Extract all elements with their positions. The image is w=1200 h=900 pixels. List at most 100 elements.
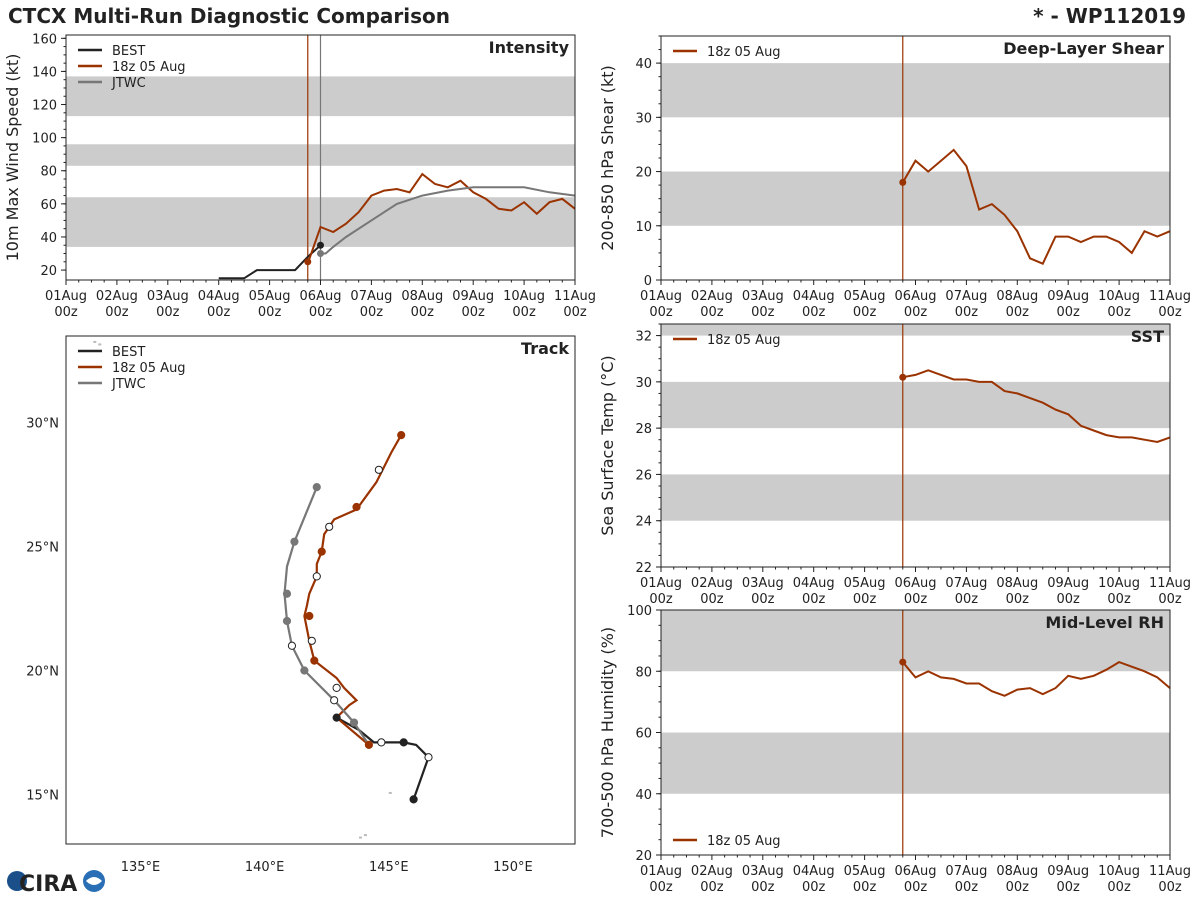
track-marker-jtwc bbox=[282, 589, 292, 598]
rh-xtick-hour: 00z bbox=[1057, 880, 1081, 895]
rh-xtick-hour: 00z bbox=[1006, 880, 1030, 895]
shear-xtick-hour: 00z bbox=[1057, 305, 1081, 320]
rh-xtick-hour: 00z bbox=[1107, 880, 1131, 895]
track-frame bbox=[65, 335, 576, 845]
rh-xtick-hour: 00z bbox=[853, 880, 877, 895]
storm-id: * - WP112019 bbox=[1033, 4, 1186, 28]
sst-xtick-label: 08Aug bbox=[996, 576, 1038, 591]
intensity-ytick-label: 140 bbox=[32, 65, 57, 80]
track-marker-run bbox=[305, 611, 314, 621]
sst-ytick-label: 24 bbox=[635, 515, 652, 530]
rh-xtick-label: 03Aug bbox=[742, 864, 784, 879]
shear-xtick-label: 03Aug bbox=[742, 289, 784, 304]
shear-xtick-hour: 00z bbox=[1006, 305, 1030, 320]
track-ytick-label: 15°N bbox=[26, 788, 59, 803]
rh-ytick-label: 60 bbox=[635, 727, 652, 742]
track-island bbox=[358, 836, 362, 839]
intensity-marker-jtwc bbox=[317, 250, 324, 258]
sst-xtick-hour: 00z bbox=[955, 592, 979, 607]
sst-xtick-hour: 00z bbox=[1057, 592, 1081, 607]
intensity-xtick-hour: 00z bbox=[462, 305, 486, 320]
shear-xtick-hour: 00z bbox=[955, 305, 979, 320]
sst-band bbox=[661, 324, 1170, 336]
track-marker-best bbox=[409, 795, 418, 804]
rh-ytick-label: 80 bbox=[635, 665, 652, 680]
track-marker-run bbox=[397, 431, 406, 440]
shear-band bbox=[661, 63, 1170, 118]
intensity-ytick-label: 40 bbox=[40, 231, 57, 246]
intensity-xtick-label: 02Aug bbox=[96, 289, 138, 304]
rh-xtick-hour: 00z bbox=[802, 880, 826, 895]
rh-series-run bbox=[902, 660, 1171, 697]
sst-xtick-hour: 00z bbox=[1006, 592, 1030, 607]
track-island bbox=[98, 343, 102, 346]
sst-ytick-label: 22 bbox=[635, 561, 652, 576]
sst-title: SST bbox=[1131, 327, 1164, 346]
shear-xtick-hour: 00z bbox=[802, 305, 826, 320]
intensity-ytick-label: 20 bbox=[40, 264, 57, 279]
track-marker-run bbox=[325, 522, 334, 531]
shear-ytick-label: 0 bbox=[644, 274, 652, 289]
sst-xtick-label: 09Aug bbox=[1047, 576, 1089, 591]
track-xtick-label: 135°E bbox=[121, 860, 161, 875]
rh-ytick-label: 40 bbox=[635, 788, 652, 803]
intensity-xtick-hour: 00z bbox=[411, 305, 435, 320]
rh-band bbox=[661, 732, 1170, 794]
legend-label-run: 18z 05 Aug bbox=[707, 333, 781, 348]
intensity-xtick-label: 05Aug bbox=[249, 289, 291, 304]
track-marker-jtwc bbox=[349, 718, 359, 727]
sst-xtick-label: 04Aug bbox=[793, 576, 835, 591]
track-marker-jtwc bbox=[312, 483, 321, 492]
intensity-xtick-hour: 00z bbox=[309, 305, 333, 320]
track-island bbox=[363, 834, 367, 837]
track-marker-run bbox=[352, 502, 361, 512]
cira-logo-globe-icon bbox=[7, 871, 27, 891]
cira-logo: CIRA bbox=[7, 870, 105, 896]
shear-xtick-label: 11Aug bbox=[1149, 289, 1191, 304]
intensity-marker-best bbox=[317, 241, 324, 249]
track-title: Track bbox=[521, 339, 569, 358]
shear-band bbox=[661, 171, 1170, 226]
track-marker-best bbox=[424, 753, 433, 762]
rh-xtick-hour: 00z bbox=[955, 880, 979, 895]
intensity-xtick-hour: 00z bbox=[563, 305, 587, 320]
sst-xtick-hour: 00z bbox=[853, 592, 877, 607]
intensity-xtick-label: 08Aug bbox=[401, 289, 443, 304]
track-marker-run bbox=[312, 572, 321, 581]
shear-xtick-hour: 00z bbox=[853, 305, 877, 320]
intensity-xtick-label: 03Aug bbox=[147, 289, 189, 304]
shear-xtick-label: 06Aug bbox=[895, 289, 937, 304]
rh-ytick-label: 100 bbox=[627, 604, 652, 619]
sst-xtick-label: 07Aug bbox=[945, 576, 987, 591]
track-marker-best bbox=[332, 713, 341, 722]
sst-ytick-label: 30 bbox=[635, 376, 652, 391]
track-marker-run bbox=[374, 465, 383, 474]
shear-xtick-label: 01Aug bbox=[640, 289, 682, 304]
intensity-ylabel: 10m Max Wind Speed (kt) bbox=[3, 54, 22, 262]
rh-xtick-label: 07Aug bbox=[945, 864, 987, 879]
track-island bbox=[93, 340, 97, 343]
track-marker-jtwc bbox=[287, 641, 297, 650]
sst-band bbox=[661, 474, 1170, 521]
shear-title: Deep-Layer Shear bbox=[1003, 39, 1164, 58]
legend-label-jtwc: JTWC bbox=[111, 76, 146, 91]
intensity-xtick-label: 11Aug bbox=[554, 289, 596, 304]
sst-xtick-label: 10Aug bbox=[1098, 576, 1140, 591]
legend-label-run: 18z 05 Aug bbox=[707, 834, 781, 849]
track-series-best bbox=[336, 716, 430, 800]
cira-logo-text: CIRA bbox=[19, 872, 77, 896]
sst-series-run bbox=[902, 369, 1171, 444]
sst-ytick-label: 32 bbox=[635, 330, 652, 345]
sst-ytick-label: 26 bbox=[635, 468, 652, 483]
intensity-ytick-label: 120 bbox=[32, 99, 57, 114]
intensity-series-best bbox=[218, 244, 322, 280]
intensity-series-jtwc bbox=[320, 186, 576, 255]
shear-xtick-hour: 00z bbox=[649, 305, 673, 320]
rh-xtick-hour: 00z bbox=[700, 880, 724, 895]
track-ytick-label: 20°N bbox=[26, 665, 59, 680]
rh-xtick-label: 06Aug bbox=[895, 864, 937, 879]
shear-series-run bbox=[901, 148, 1171, 265]
sst-xtick-label: 03Aug bbox=[742, 576, 784, 591]
rh-ytick-label: 20 bbox=[635, 849, 652, 864]
shear-xtick-hour: 00z bbox=[700, 305, 724, 320]
